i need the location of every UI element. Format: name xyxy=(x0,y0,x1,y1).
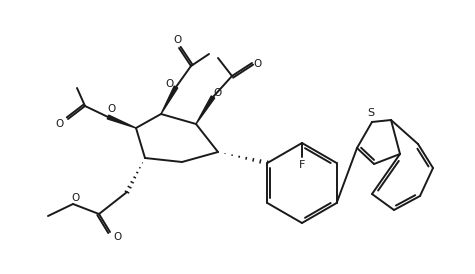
Text: O: O xyxy=(56,119,64,129)
Text: O: O xyxy=(107,104,115,114)
Text: S: S xyxy=(368,108,375,118)
Text: O: O xyxy=(113,232,121,242)
Text: O: O xyxy=(166,79,174,89)
Text: O: O xyxy=(174,35,182,45)
Polygon shape xyxy=(196,96,215,124)
Text: F: F xyxy=(299,160,305,170)
Polygon shape xyxy=(161,86,178,114)
Text: O: O xyxy=(214,88,222,98)
Text: O: O xyxy=(72,193,80,203)
Text: O: O xyxy=(254,59,262,69)
Polygon shape xyxy=(107,115,136,128)
